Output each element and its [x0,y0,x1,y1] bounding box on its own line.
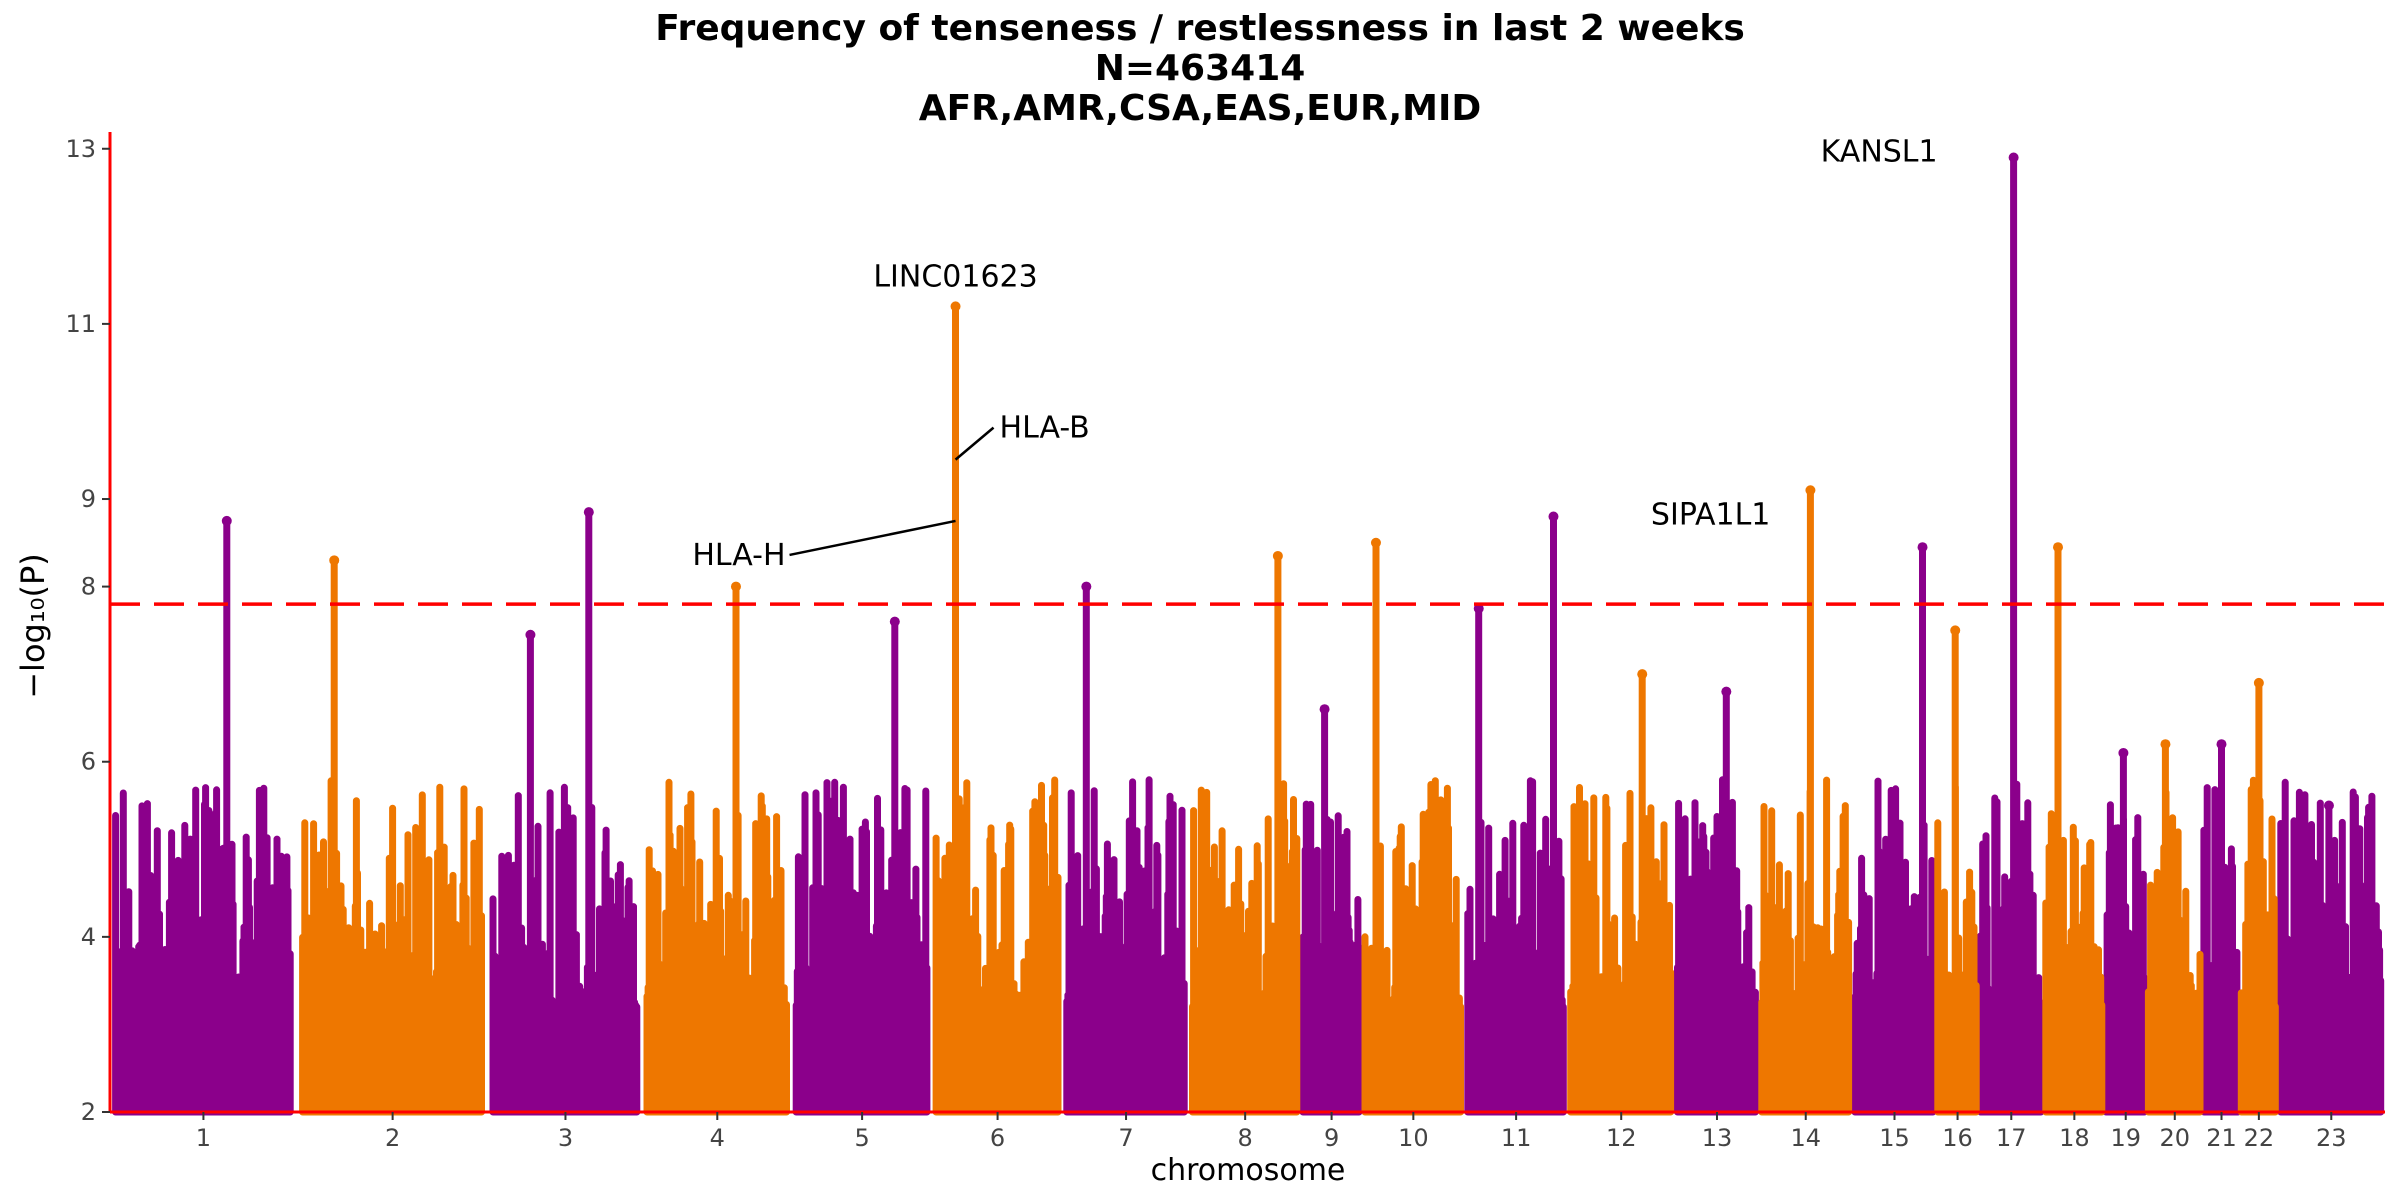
peak-point [1548,511,1559,522]
peak-point [2052,542,2063,553]
x-tick-label: 13 [1702,1124,1733,1152]
gene-label: KANSL1 [1821,135,1938,170]
peak-point [525,629,536,640]
peak-point [2160,739,2171,750]
x-tick-label: 8 [1238,1124,1253,1152]
x-tick-label: 16 [1942,1124,1973,1152]
x-tick-label: 1 [196,1124,211,1152]
peak-point [2008,152,2019,163]
peak-point [1370,537,1381,548]
chart-title-line-2: N=463414 [1094,48,1306,89]
peak-point [2118,747,2129,758]
x-tick-label: 21 [2206,1124,2237,1152]
y-tick-label: 2 [81,1098,96,1126]
peak-point [950,301,961,312]
peak-point [1917,542,1928,553]
x-tick-label: 19 [2110,1124,2141,1152]
gene-label: SIPA1L1 [1651,497,1770,532]
peak-point [583,507,594,518]
x-tick-label: 7 [1118,1124,1133,1152]
odd-chromosome-points [112,154,2385,1116]
y-tick-label: 4 [81,923,96,951]
y-tick-label: 13 [65,135,96,163]
x-tick-label: 12 [1606,1124,1637,1152]
x-tick-label: 3 [558,1124,573,1152]
y-tick-label: 6 [81,748,96,776]
gene-annotations: KANSL1 LINC01623 HLA-B HLA-H SIPA1L1 [692,135,1937,573]
x-tick-label: 9 [1324,1124,1339,1152]
x-tick-label: 22 [2244,1124,2275,1152]
peak-point [2253,677,2264,688]
x-tick-label: 2 [385,1124,400,1152]
gene-label: HLA-B [1000,411,1090,446]
x-tick-label: 4 [710,1124,725,1152]
annotation-leader [789,519,956,557]
data-points [112,152,2385,1116]
x-tick-label: 20 [2160,1124,2191,1152]
x-tick-label: 11 [1501,1124,1532,1152]
x-tick-label: 15 [1879,1124,1910,1152]
chart-title-line-3: AFR,AMR,CSA,EAS,EUR,MID [918,88,1482,129]
gene-label: LINC01623 [873,259,1037,294]
peak-point [1805,485,1816,496]
x-tick-label: 17 [1996,1124,2027,1152]
y-tick-label: 11 [65,310,96,338]
peak-point [1473,603,1484,614]
peak-point [221,515,232,526]
even-chromosome-points [299,302,2279,1116]
peak-point [1319,704,1330,715]
peak-point [889,616,900,627]
peak-point [1721,686,1732,697]
peak-point [2323,800,2334,811]
x-tick-label: 14 [1790,1124,1821,1152]
x-tick-label: 10 [1398,1124,1429,1152]
x-tick-label: 5 [854,1124,869,1152]
peak-point [1272,550,1283,561]
x-tick-label: 6 [990,1124,1005,1152]
peak-point [1950,625,1961,636]
x-tick-label: 18 [2059,1124,2090,1152]
y-tick-label: 9 [81,485,96,513]
peak-point [730,581,741,592]
peak-point [1081,581,1092,592]
y-tick-label: 8 [81,573,96,601]
annotation-leader [954,426,995,461]
chart-title-line-1: Frequency of tenseness / restlessness in… [655,8,1745,49]
x-axis-label: chromosome [1151,1153,1346,1188]
peak-point [2216,739,2227,750]
peak-point [329,555,340,566]
peak-point [1637,669,1648,680]
x-tick-label: 23 [2316,1124,2347,1152]
gene-label: HLA-H [692,538,785,573]
y-axis-label: −log₁₀(P) [14,553,52,699]
